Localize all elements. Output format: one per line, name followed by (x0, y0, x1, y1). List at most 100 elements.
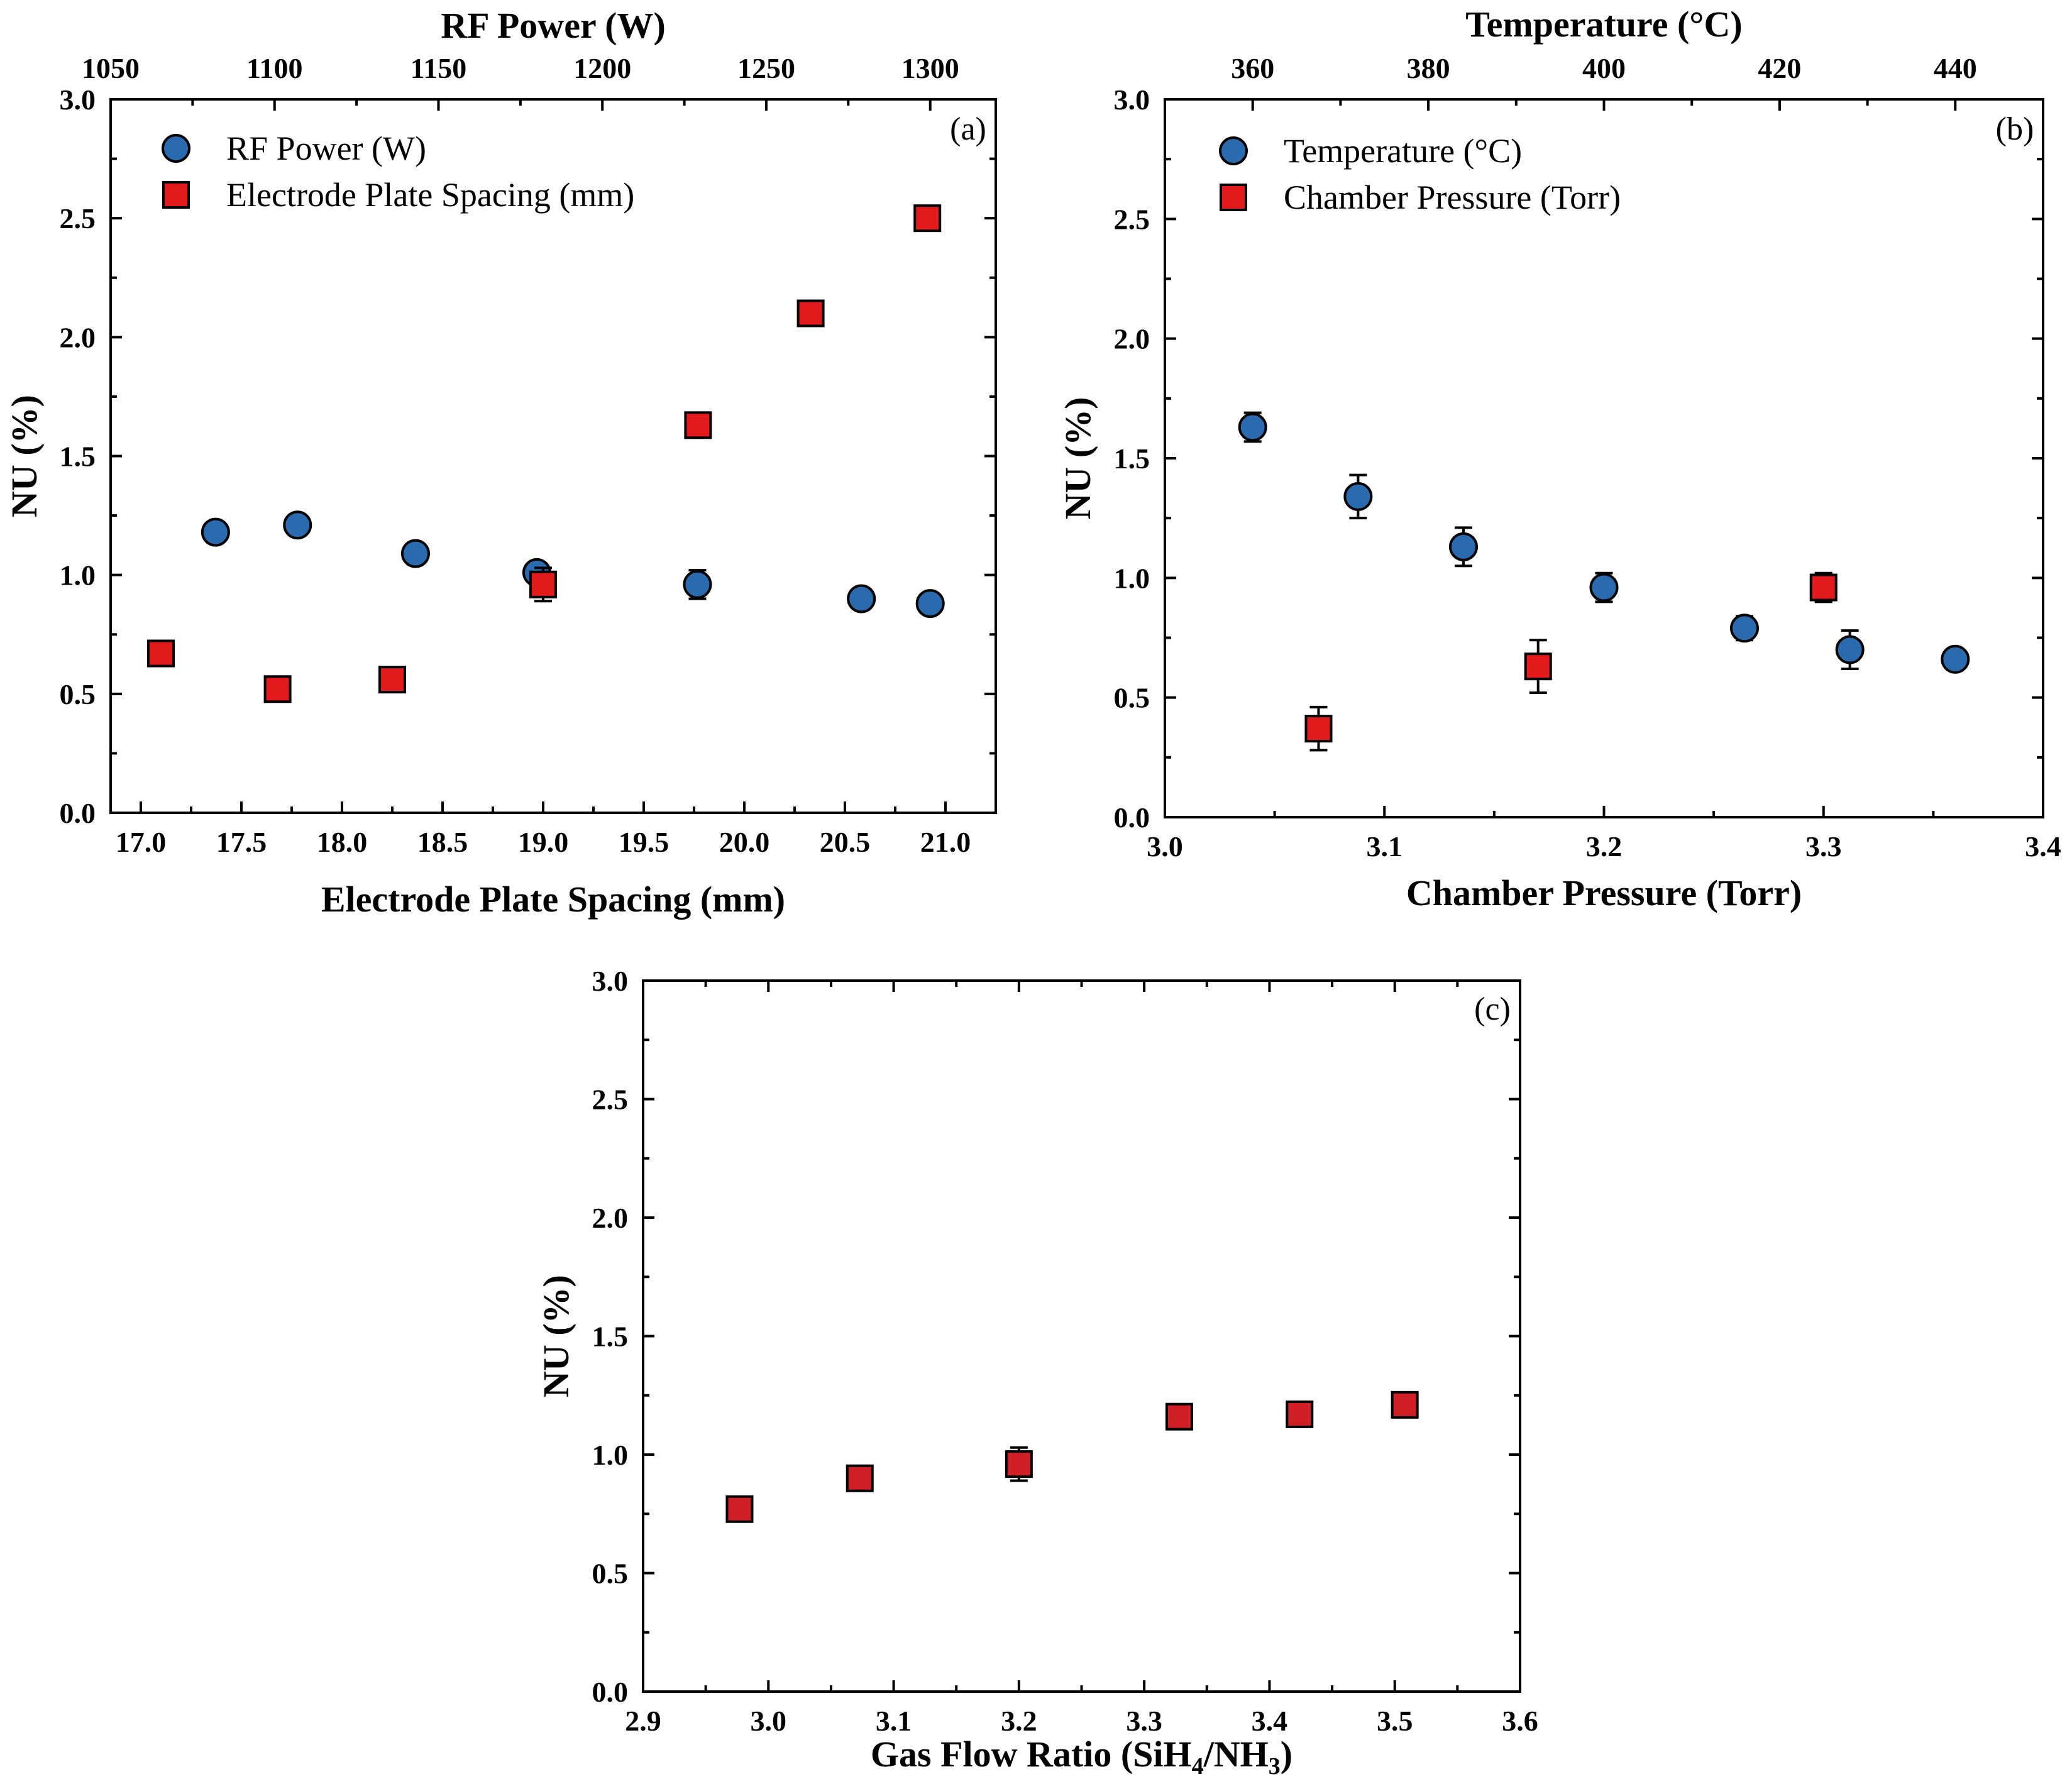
legend-marker-square (1220, 184, 1247, 211)
square-point (1286, 1400, 1314, 1428)
circle-point (1941, 644, 1970, 674)
circle-point (1343, 482, 1373, 511)
square-point (263, 675, 292, 703)
x-tick-label-20-5: 20.5 (820, 826, 871, 858)
y-tick-label-2-5: 2.5 (60, 202, 96, 234)
square-point (1809, 573, 1838, 602)
square-point (1524, 652, 1552, 681)
panel-label-a: (a) (950, 111, 986, 147)
legend-label: RF Power (W) (226, 129, 426, 167)
x-tick-label-3-0: 3.0 (1147, 830, 1183, 862)
y-tick-label-1-0: 1.0 (60, 559, 96, 592)
legend-label: Electrode Plate Spacing (mm) (226, 176, 634, 214)
x2-tick-label-1250: 1250 (737, 52, 795, 84)
x-axis-title-c: Gas Flow Ratio (SiH4/NH3) (871, 1734, 1292, 1780)
y-tick-label-0-0: 0.0 (1114, 801, 1150, 834)
y-tick-label-1-0: 1.0 (1114, 562, 1150, 594)
x-axis-title-a: Electrode Plate Spacing (mm) (321, 879, 785, 920)
x-tick-label-17-5: 17.5 (216, 826, 267, 858)
x-tick-label-3-2: 3.2 (1001, 1705, 1037, 1737)
x-axis-title-b: Chamber Pressure (Torr) (1406, 873, 1802, 913)
panel-label-c: (c) (1474, 991, 1511, 1027)
square-point (529, 570, 557, 598)
circle-point (1730, 614, 1760, 643)
square-point (684, 411, 712, 439)
square-point (147, 639, 175, 668)
series-c-0 (725, 1390, 1419, 1523)
x2-tick-label-1150: 1150 (411, 52, 466, 84)
series-b-0 (1238, 411, 1970, 674)
x-tick-label-3-5: 3.5 (1377, 1705, 1413, 1737)
y-axis-title-b: NU (%) (1057, 397, 1098, 520)
y-tick-label-1-5: 1.5 (1114, 443, 1150, 475)
x2-tick-label-360: 360 (1231, 52, 1274, 84)
y-tick-label-0-5: 0.5 (592, 1558, 629, 1590)
x-tick-label-3-1: 3.1 (876, 1705, 912, 1737)
chart-panel-c: 0.0 0.5 1.0 1.5 2.0 2.5 3.0 2.9 3.0 3.1 3.2 3.3 3.4 3… (536, 965, 1538, 1780)
circle-point (283, 510, 312, 540)
chart-panel-b: 0.0 0.5 1.0 1.5 2.0 2.5 3.0 3.0 3.1 3.2 3.3 3.4 360 3… (1057, 4, 2061, 913)
y-tick-label-1-0: 1.0 (592, 1439, 629, 1471)
y-tick-label-0-5: 0.5 (60, 678, 96, 710)
x-tick-label-2-9: 2.9 (625, 1705, 661, 1737)
x-tick-label-3-3: 3.3 (1126, 1705, 1162, 1737)
x-tick-label-19-0: 19.0 (518, 826, 569, 858)
square-point (378, 666, 406, 694)
series-a-1 (147, 204, 942, 703)
x-tick-label-3-3: 3.3 (1805, 830, 1842, 862)
x-tick-label-18-0: 18.0 (317, 826, 368, 858)
legend-label: Chamber Pressure (Torr) (1284, 179, 1621, 216)
chart-panel-a: 0.0 0.5 1.0 1.5 2.0 2.5 3.0 17.0 17.5 18.0 18.5 19.… (4, 5, 997, 920)
circle-point (1238, 412, 1267, 442)
x-tick-label-3-2: 3.2 (1586, 830, 1623, 862)
square-point (1391, 1390, 1419, 1419)
square-point (1005, 1450, 1033, 1478)
y-tick-label-2-0: 2.0 (1114, 323, 1150, 355)
x-tick-label-3-6: 3.6 (1502, 1705, 1538, 1737)
legend-marker-circle (162, 134, 190, 163)
y-tick-label-3-0: 3.0 (592, 965, 629, 997)
y-tick-label-3-0: 3.0 (60, 84, 96, 116)
x-tick-label-3-4: 3.4 (1252, 1705, 1288, 1737)
x-tick-label-17-0: 17.0 (116, 826, 167, 858)
y-tick-label-3-0: 3.0 (1114, 84, 1150, 116)
y-tick-label-2-0: 2.0 (592, 1202, 629, 1234)
circle-point (915, 589, 945, 619)
circle-point (201, 517, 230, 547)
y-tick-label-0-0: 0.0 (592, 1676, 629, 1708)
y-tick-label-2-5: 2.5 (1114, 203, 1150, 235)
x-tick-label-3-4: 3.4 (2025, 830, 2061, 862)
x2-axis-title-a: RF Power (W) (441, 5, 666, 46)
x-tick-label-18-5: 18.5 (417, 826, 468, 858)
x2-axis-title-b: Temperature (°C) (1465, 4, 1742, 45)
y-tick-label-1-5: 1.5 (592, 1321, 629, 1353)
x-tick-label-20-0: 20.0 (719, 826, 770, 858)
x-tick-label-21-0: 21.0 (920, 826, 971, 858)
legend-marker-circle (1219, 136, 1248, 165)
legend-label: Temperature (°C) (1284, 132, 1522, 170)
y-tick-label-0-0: 0.0 (60, 797, 96, 829)
circle-point (1835, 635, 1865, 664)
circle-point (1448, 532, 1478, 561)
square-point (913, 204, 942, 233)
x2-tick-label-380: 380 (1407, 52, 1450, 84)
square-point (796, 299, 825, 328)
y-tick-label-2-0: 2.0 (60, 321, 96, 353)
legend-a: RF Power (W) Electrode Plate Spacing (mm) (162, 129, 634, 214)
circle-point (400, 539, 430, 568)
circle-point (1589, 573, 1619, 602)
circle-point (847, 584, 876, 614)
legend-marker-square (162, 181, 190, 209)
square-point (725, 1495, 754, 1523)
x2-tick-label-1100: 1100 (246, 52, 302, 84)
y-axis-title-c: NU (%) (536, 1275, 576, 1397)
square-point (1165, 1402, 1193, 1431)
x2-tick-label-1200: 1200 (573, 52, 631, 84)
x2-tick-label-400: 400 (1582, 52, 1626, 84)
square-point (846, 1464, 874, 1492)
y-tick-label-0-5: 0.5 (1114, 682, 1150, 714)
x-tick-label-3-0: 3.0 (751, 1705, 787, 1737)
x2-tick-label-420: 420 (1758, 52, 1801, 84)
panel-label-b: (b) (1996, 111, 2034, 147)
